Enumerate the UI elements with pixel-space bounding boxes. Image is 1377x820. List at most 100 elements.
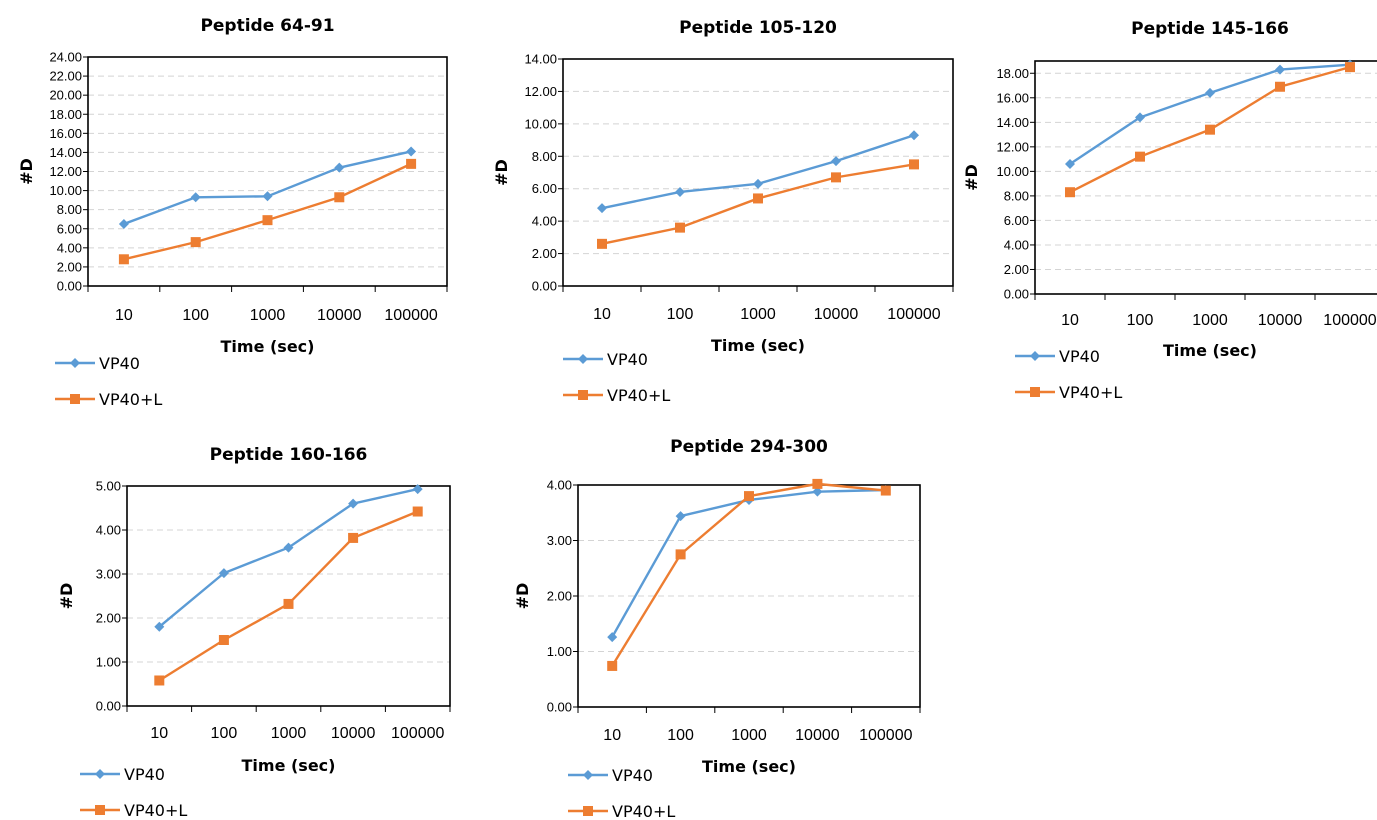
data-point <box>880 485 891 496</box>
y-tick-label: 10.00 <box>524 116 557 131</box>
legend-label: VP40 <box>99 354 140 373</box>
legend-marker <box>70 394 80 404</box>
y-tick-label: 6.00 <box>1004 213 1029 228</box>
chart-peptide-160-166: Peptide 160-166 0.00 1.00 2.00 3.00 4.00 5.00 1… <box>30 420 470 820</box>
chart-svg: Peptide 64-91 0.00 2.00 4.00 6.00 8.00 10.00 12… <box>17 16 448 409</box>
data-point <box>607 632 618 643</box>
chart-svg: Peptide 145-166 0.00 2.00 4.00 6.00 8.00 10.00… <box>962 19 1377 402</box>
data-point <box>597 238 607 249</box>
y-axis-label: #D <box>492 159 511 186</box>
data-point <box>909 159 919 170</box>
y-tick-label: 8.00 <box>1004 188 1029 203</box>
data-point <box>412 484 423 495</box>
data-point <box>218 568 229 579</box>
y-tick-label: 2.00 <box>532 246 557 261</box>
data-point <box>1135 151 1145 162</box>
y-tick-label: 10.00 <box>49 183 82 198</box>
legend-marker <box>1030 351 1040 361</box>
y-tick-label: 1.00 <box>96 655 121 670</box>
x-tick-label: 1000 <box>740 306 776 323</box>
legend-label: VP40+L <box>1059 383 1122 402</box>
y-tick-label: 6.00 <box>532 181 557 196</box>
legend-marker <box>583 770 593 780</box>
data-point <box>190 237 201 248</box>
plot-frame <box>1034 60 1377 295</box>
chart-title: Peptide 294-300 <box>670 437 828 457</box>
data-point <box>812 486 823 497</box>
y-tick-label: 4.00 <box>96 523 121 538</box>
chart-svg: Peptide 294-300 0.00 1.00 2.00 3.00 4.00 10 100… <box>513 437 921 820</box>
y-tick-label: 8.00 <box>532 149 557 164</box>
legend-marker <box>95 769 105 779</box>
data-point <box>348 498 359 509</box>
series-line <box>123 162 412 261</box>
x-tick-label: 10 <box>115 307 133 324</box>
chart-title: Peptide 64-91 <box>200 16 334 36</box>
y-axis-label: #D <box>962 164 981 191</box>
y-tick-label: 14.00 <box>996 115 1029 130</box>
legend-label: VP40 <box>124 765 165 784</box>
y-tick-label: 5.00 <box>96 479 121 494</box>
data-point <box>753 178 763 189</box>
x-tick-label: 100000 <box>1323 312 1376 329</box>
data-point <box>154 675 165 686</box>
x-tick-label: 10 <box>1061 312 1079 329</box>
y-tick-label: 2.00 <box>547 589 572 604</box>
plot-frame <box>577 484 921 708</box>
y-axis-label: #D <box>57 583 76 610</box>
y-tick-label: 0.00 <box>1004 287 1029 302</box>
y-tick-label: 4.00 <box>532 214 557 229</box>
data-point <box>831 156 841 167</box>
series-line <box>601 163 915 246</box>
chart-title: Peptide 105-120 <box>679 18 837 38</box>
chart-title: Peptide 160-166 <box>210 445 368 465</box>
y-tick-label: 0.00 <box>96 699 121 714</box>
y-tick-label: 22.00 <box>49 69 82 84</box>
x-tick-label: 1000 <box>271 725 307 742</box>
series-line <box>611 488 886 638</box>
x-axis-label: Time (sec) <box>702 757 796 776</box>
chart-peptide-105-120: Peptide 105-120 0.00 2.00 4.00 6.00 8.00 10.00… <box>490 0 954 410</box>
y-axis-label: #D <box>513 583 532 610</box>
legend-label: VP40+L <box>612 802 675 820</box>
x-tick-label: 10000 <box>1258 312 1303 329</box>
y-tick-label: 3.00 <box>96 567 121 582</box>
y-tick-label: 12.00 <box>49 164 82 179</box>
data-point <box>607 660 618 671</box>
y-tick-label: 14.00 <box>524 52 557 67</box>
legend-label: VP40 <box>1059 347 1100 366</box>
data-point <box>1065 159 1075 170</box>
y-tick-label: 6.00 <box>57 221 82 236</box>
chart-peptide-294-300: Peptide 294-300 0.00 1.00 2.00 3.00 4.00 10 100… <box>490 420 950 820</box>
legend-marker <box>70 358 80 368</box>
x-tick-label: 10000 <box>331 725 376 742</box>
data-point <box>597 203 607 214</box>
y-tick-label: 0.00 <box>547 700 572 715</box>
data-point <box>283 598 294 609</box>
data-point <box>1205 87 1215 98</box>
x-tick-label: 100 <box>182 307 209 324</box>
y-tick-label: 4.00 <box>547 478 572 493</box>
x-axis-label: Time (sec) <box>242 756 336 775</box>
y-tick-label: 16.00 <box>49 126 82 141</box>
data-point <box>118 218 129 229</box>
data-point <box>831 172 841 183</box>
legend-marker <box>578 354 588 364</box>
data-point <box>262 191 273 202</box>
data-point <box>118 254 129 265</box>
data-point <box>334 162 345 173</box>
legend-marker <box>583 806 593 816</box>
data-point <box>1065 187 1075 198</box>
y-tick-label: 10.00 <box>996 164 1029 179</box>
data-point <box>812 478 823 489</box>
y-tick-label: 3.00 <box>547 533 572 548</box>
y-tick-label: 8.00 <box>57 202 82 217</box>
y-tick-label: 12.00 <box>524 84 557 99</box>
x-axis-label: Time (sec) <box>1163 341 1257 360</box>
y-tick-label: 4.00 <box>1004 237 1029 252</box>
y-tick-label: 12.00 <box>996 139 1029 154</box>
chart-title: Peptide 145-166 <box>1131 19 1289 39</box>
data-point <box>1275 64 1285 75</box>
y-tick-label: 20.00 <box>49 88 82 103</box>
data-point <box>675 222 685 233</box>
